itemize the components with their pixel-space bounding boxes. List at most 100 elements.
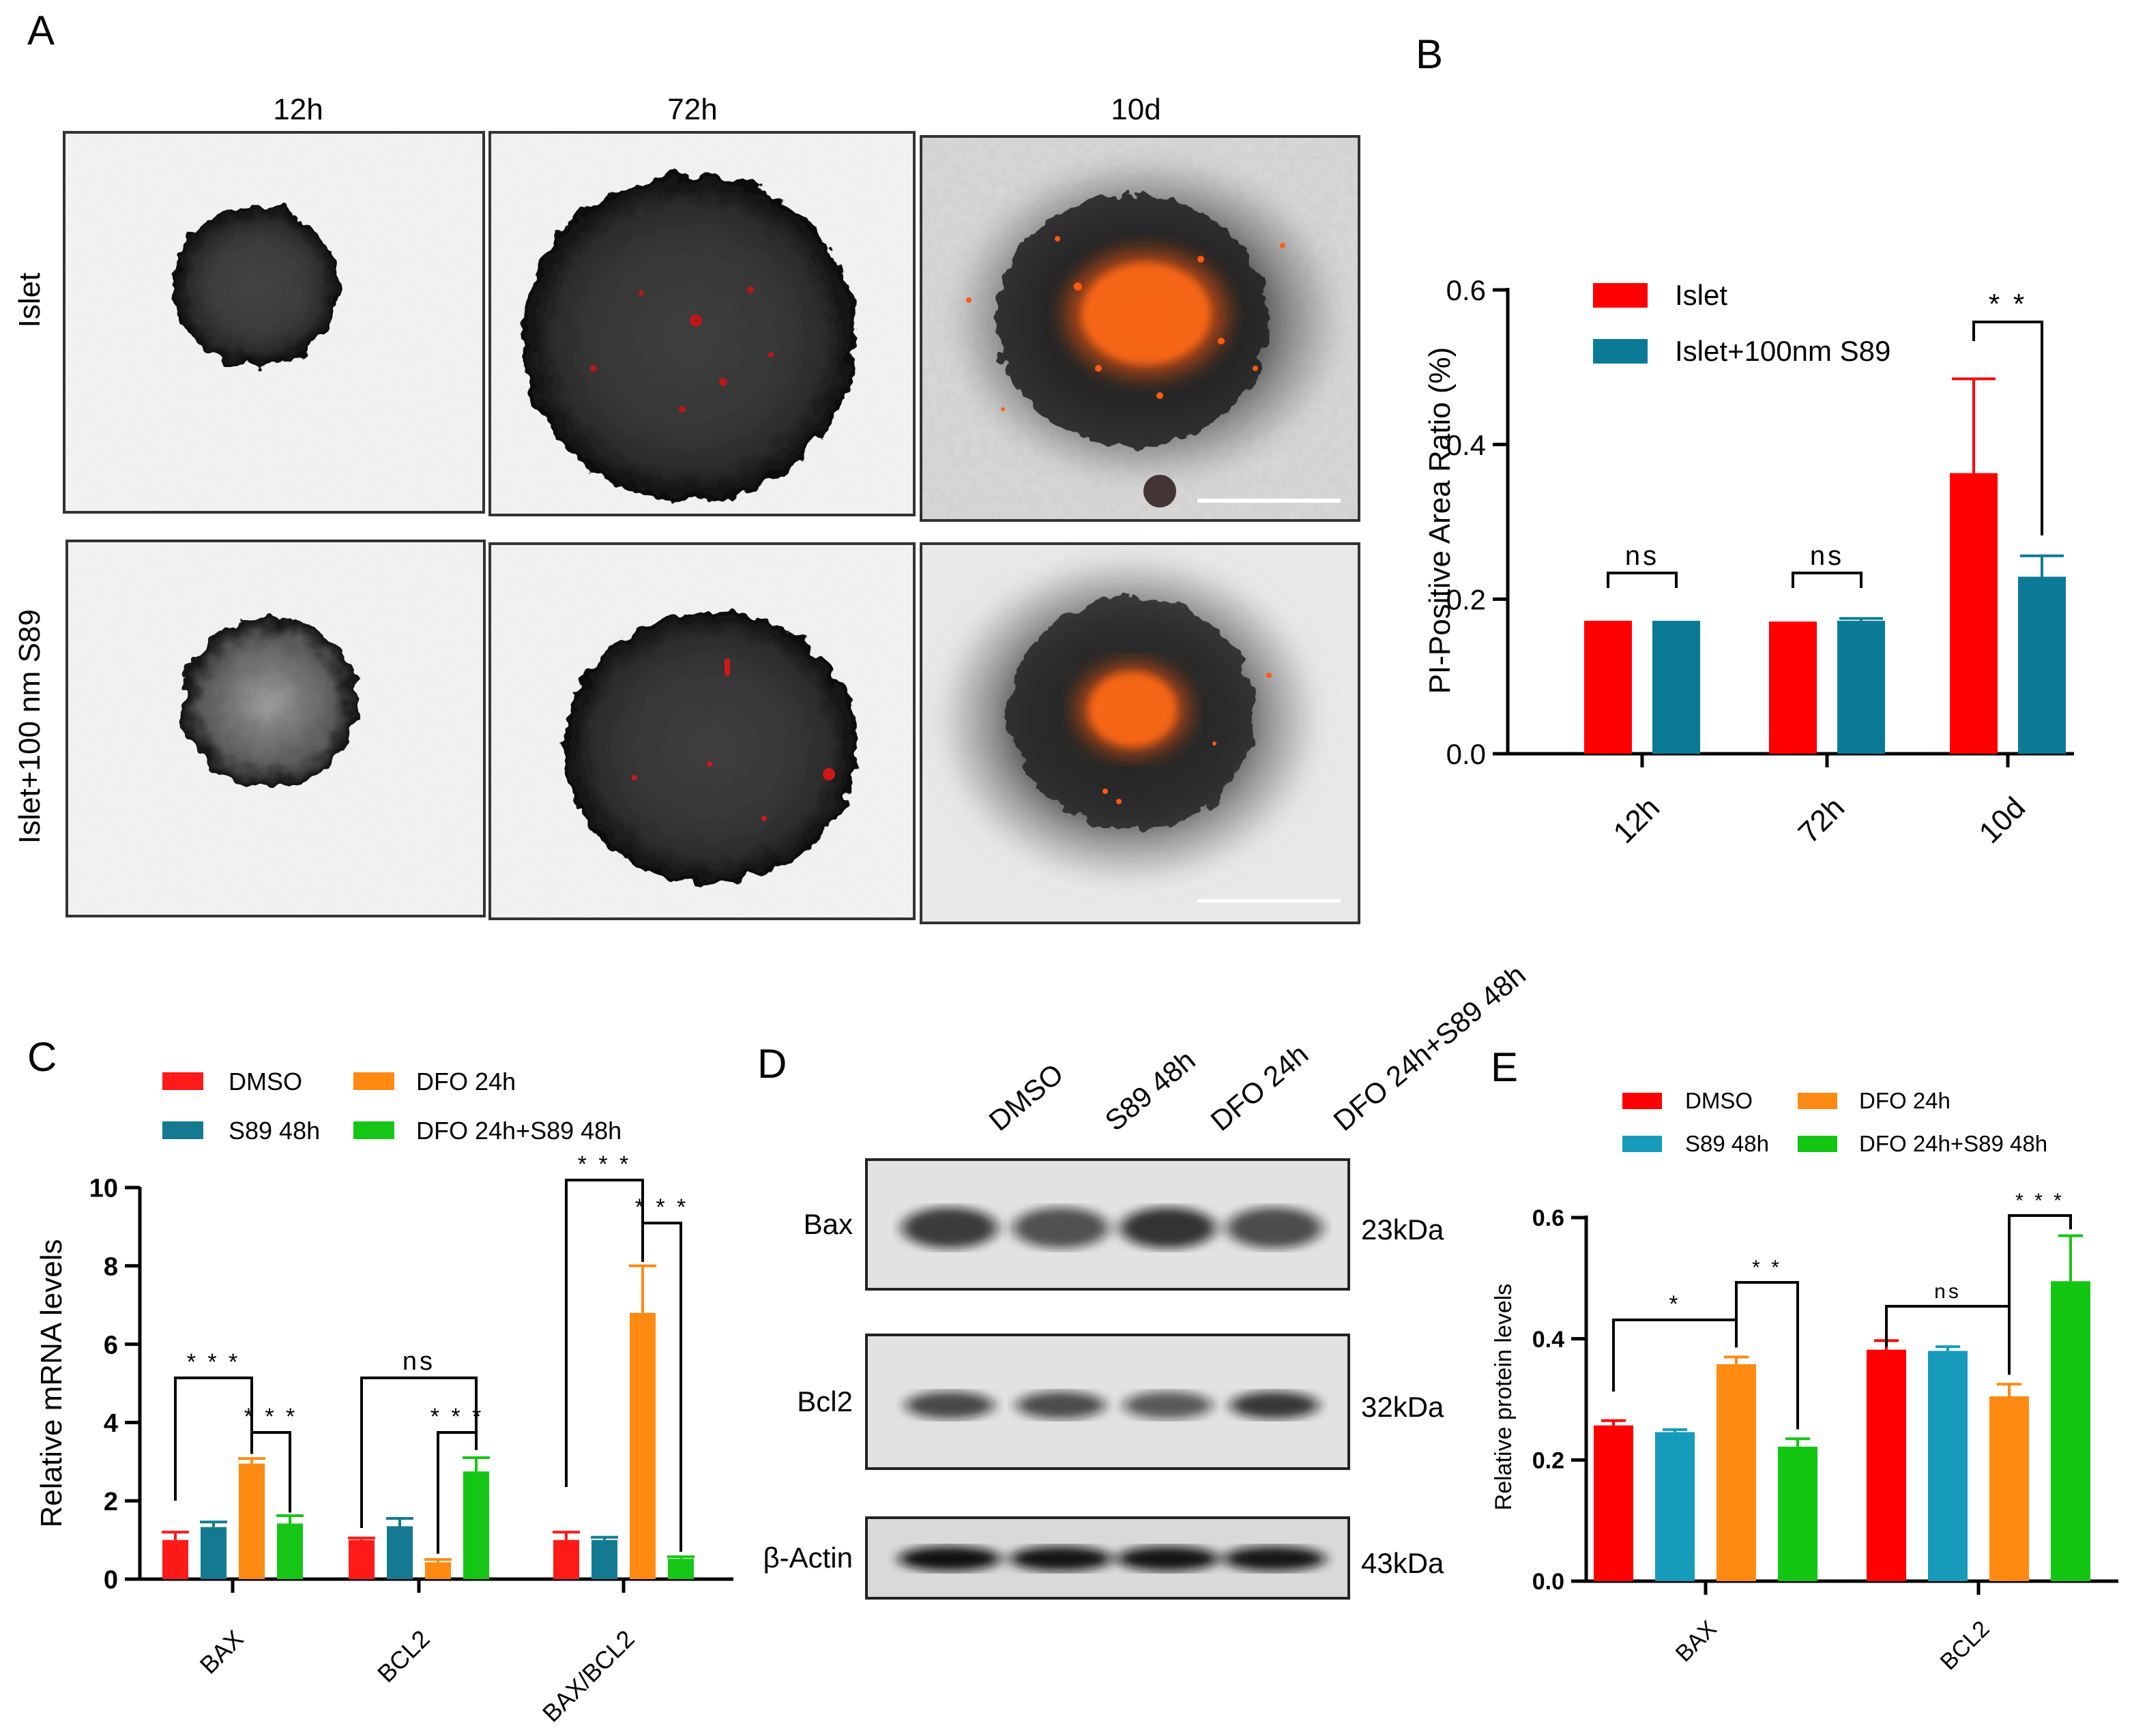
blot-bax-band <box>1120 1207 1216 1248</box>
x-tick-label: BAX <box>1671 1616 1722 1667</box>
y-tick-label: 0.0 <box>1446 738 1486 770</box>
panel-letter-b: B <box>1416 31 1443 77</box>
significance-bracket <box>250 1431 291 1513</box>
blot-label--actin: β-Actin <box>763 1542 853 1574</box>
y-axis-title: Relative protein levels <box>1491 1284 1517 1511</box>
significance-bracket <box>360 1377 478 1528</box>
y-tick-label: 0 <box>104 1566 118 1595</box>
significance-label: * * * <box>430 1404 484 1430</box>
y-tick-label: 0.2 <box>1446 583 1486 615</box>
legend-label-dfo-s89: DFO 24h+S89 48h <box>416 1117 622 1145</box>
blot--actin-band <box>1223 1546 1326 1571</box>
significance-bracket <box>174 1377 253 1501</box>
significance-label: ns <box>1625 541 1659 571</box>
panel-a: 12h 72h 10d Islet Islet+100 nm S89 <box>13 93 1360 924</box>
blot-label-bax: Bax <box>804 1208 853 1240</box>
legend-swatch-s89 <box>162 1121 203 1139</box>
bar-dfo-24h-bax <box>1717 1364 1756 1581</box>
legend-label-dfo: DFO 24h <box>1859 1088 1951 1113</box>
legend-label-islet-s89: Islet+100nm S89 <box>1675 335 1890 367</box>
micrograph-islet-10d <box>920 135 1360 522</box>
bar-islet-100nm-s89-72h <box>1837 621 1885 754</box>
bar-s89-48h-bax <box>201 1527 227 1579</box>
panel-a-row-label-islet: Islet <box>13 273 46 328</box>
panel-letter-a: A <box>27 8 55 53</box>
x-tick-label: BAX/BCL2 <box>537 1625 640 1728</box>
bar-islet-100nm-s89-12h <box>1652 621 1700 754</box>
micrograph-islet-s89-12h <box>65 540 486 917</box>
y-tick-label: 0.4 <box>1446 429 1486 461</box>
bar-s89-48h-bcl2 <box>1928 1351 1968 1581</box>
bar-s89-48h-bax-bcl2 <box>591 1540 617 1579</box>
lane-label-dfo-24h: DFO 24h <box>1205 1038 1315 1137</box>
blot-bcl2-band <box>1017 1392 1105 1419</box>
significance-bracket <box>1792 572 1863 588</box>
legend-label-s89: S89 48h <box>1685 1131 1769 1156</box>
blot--actin-band <box>1010 1546 1112 1571</box>
blot-mw-bcl2: 32kDa <box>1361 1391 1444 1423</box>
lane-label-dmso: DMSO <box>983 1057 1070 1137</box>
significance-label: * * <box>1752 1256 1782 1279</box>
x-tick-label: 10d <box>1973 791 2032 850</box>
y-tick-label: 0.4 <box>1532 1327 1564 1353</box>
blot-bax-band <box>902 1207 997 1248</box>
legend-swatch-dfo <box>1798 1093 1837 1109</box>
panel-a-col-label-72h: 72h <box>667 93 717 126</box>
bar-dmso-bax <box>162 1540 188 1579</box>
bar-islet-10d <box>1950 473 1998 754</box>
blot-bax-band <box>1013 1207 1109 1248</box>
legend-label-s89: S89 48h <box>229 1117 320 1145</box>
y-tick-label: 0.6 <box>1446 274 1486 306</box>
x-tick-label: BAX <box>194 1625 249 1679</box>
y-axis-title: PI-Positive Area Ratio (%) <box>1423 347 1457 694</box>
panel-letter-e: E <box>1491 1044 1518 1090</box>
bar-dfo-24h-bcl2 <box>1989 1396 2029 1581</box>
legend-swatch-dfo-s89 <box>1798 1136 1837 1152</box>
legend-label-dmso: DMSO <box>1685 1088 1753 1113</box>
legend-swatch-dmso <box>1622 1093 1662 1109</box>
blot--actin-band <box>899 1546 1001 1571</box>
blot-label-bcl2: Bcl2 <box>797 1385 853 1417</box>
y-tick-label: 6 <box>104 1331 118 1359</box>
lane-label-s89-48h: S89 48h <box>1099 1044 1201 1137</box>
bar-dfo-24h-s89-48h-bax <box>277 1523 303 1579</box>
significance-bracket <box>437 1431 478 1554</box>
bar-dfo-24h-s89-48h-bax <box>1778 1446 1817 1581</box>
legend-label-dfo-s89: DFO 24h+S89 48h <box>1859 1131 2047 1156</box>
y-tick-label: 2 <box>104 1488 118 1516</box>
x-tick-label: 72h <box>1792 791 1852 850</box>
legend-swatch-s89 <box>1622 1136 1662 1152</box>
blot-bax-band <box>1227 1207 1322 1248</box>
legend-label-dmso: DMSO <box>229 1068 302 1095</box>
panel-a-col-label-10d: 10d <box>1111 93 1160 126</box>
legend-label-islet: Islet <box>1675 279 1727 311</box>
panel-a-col-label-12h: 12h <box>273 93 323 126</box>
legend-swatch-islet <box>1593 283 1648 308</box>
blot-bcl2-band <box>905 1392 994 1419</box>
scale-bar <box>1197 899 1341 902</box>
panel-d-western-blot: DMSO S89 48h DFO 24h DFO 24h+S89 48h Bax 23k… <box>763 958 1532 1600</box>
bar-dmso-bcl2 <box>1867 1349 1906 1581</box>
significance-label: ns <box>403 1347 435 1376</box>
y-tick-label: 0.6 <box>1532 1205 1564 1231</box>
x-tick-label: BCL2 <box>372 1625 435 1688</box>
y-tick-label: 4 <box>104 1409 118 1438</box>
significance-bracket <box>1735 1281 1799 1430</box>
bar-dfo-24h-bax <box>239 1463 265 1579</box>
micrograph-islet-s89-72h <box>488 542 916 920</box>
panel-letter-d: D <box>757 1041 787 1087</box>
significance-label: ns <box>1810 541 1844 571</box>
micrograph-islet-12h <box>63 131 485 514</box>
significance-bracket <box>2008 1214 2072 1375</box>
y-tick-label: 0.2 <box>1532 1448 1564 1474</box>
micrograph-islet-s89-10d <box>920 542 1360 924</box>
bar-dfo-24h-bcl2 <box>425 1562 451 1579</box>
blot--actin-band <box>1117 1546 1219 1571</box>
bar-s89-48h-bax <box>1655 1432 1695 1581</box>
significance-bracket <box>565 1179 644 1487</box>
significance-bracket <box>1607 572 1678 588</box>
significance-label: * * <box>1989 288 2027 320</box>
significance-label: * <box>1669 1291 1680 1317</box>
significance-label: * * * <box>187 1349 241 1375</box>
legend-label-dfo: DFO 24h <box>416 1068 516 1095</box>
